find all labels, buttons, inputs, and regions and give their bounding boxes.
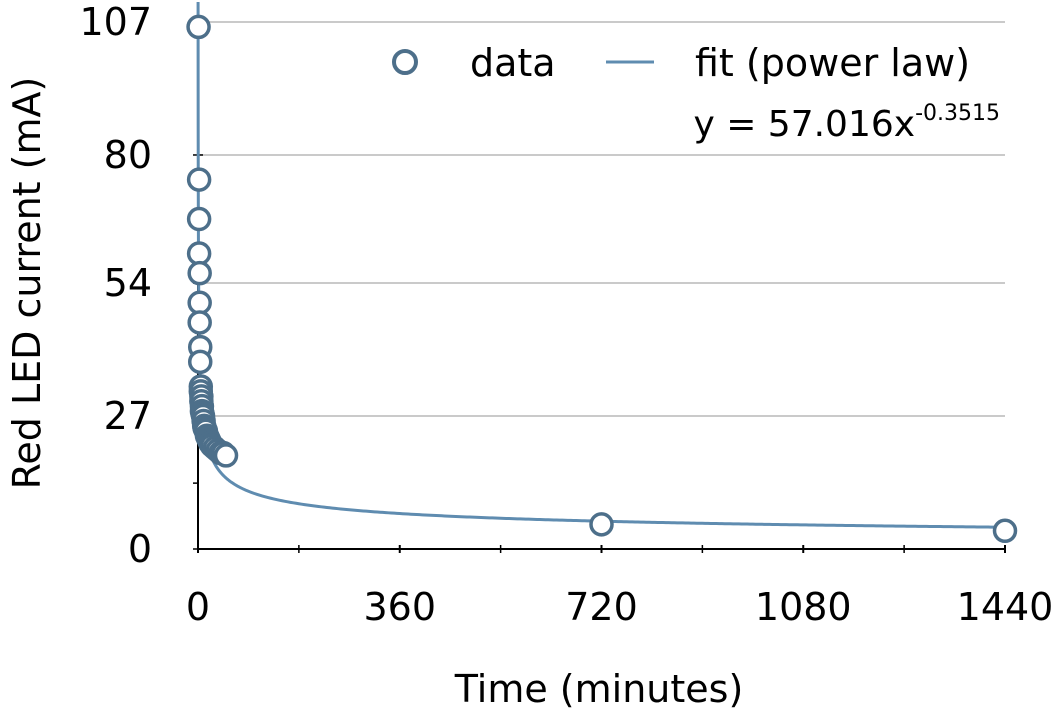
x-tick-label-1080: 1080 bbox=[755, 585, 852, 629]
gridlines bbox=[198, 21, 1005, 417]
x-axis-title: Time (minutes) bbox=[454, 667, 744, 711]
legend: data fit (power law) y = 57.016x-0.3515 bbox=[392, 41, 1000, 145]
fit-equation-base: y = 57.016x bbox=[693, 104, 915, 145]
data-point-32 bbox=[992, 518, 1018, 544]
data-point-4 bbox=[187, 260, 212, 286]
fit-equation-exponent: -0.3515 bbox=[915, 101, 1000, 126]
legend-fit-label: fit (power law) bbox=[695, 41, 970, 85]
data-points bbox=[186, 14, 1018, 544]
y-tick-label-27: 27 bbox=[104, 394, 152, 438]
axes bbox=[197, 22, 1005, 550]
data-point-30 bbox=[213, 443, 239, 468]
data-point-31 bbox=[589, 512, 614, 537]
legend-data-label: data bbox=[470, 41, 556, 85]
legend-data-marker bbox=[392, 49, 418, 75]
data-point-3 bbox=[186, 241, 212, 266]
data-point-5 bbox=[187, 290, 212, 315]
x-tick-label-0: 0 bbox=[186, 585, 210, 629]
y-tick-label-107: 107 bbox=[79, 0, 152, 44]
x-tick-label-720: 720 bbox=[565, 585, 638, 629]
x-tick-label-1440: 1440 bbox=[957, 585, 1054, 629]
data-point-6 bbox=[187, 310, 212, 335]
data-point-1 bbox=[186, 167, 212, 192]
x-tick-label-360: 360 bbox=[363, 585, 436, 629]
x-ticks: 0 360 720 1080 1440 bbox=[186, 545, 1053, 629]
y-tick-label-0: 0 bbox=[128, 527, 152, 571]
y-ticks: 0 27 54 80 107 bbox=[79, 0, 203, 571]
y-tick-label-80: 80 bbox=[104, 133, 152, 177]
data-point-0 bbox=[186, 14, 211, 40]
y-axis-title: Red LED current (mA) bbox=[5, 77, 49, 490]
fit-equation: y = 57.016x-0.3515 bbox=[693, 101, 1000, 145]
y-tick-label-54: 54 bbox=[104, 261, 152, 305]
data-point-8 bbox=[187, 349, 213, 375]
data-point-2 bbox=[186, 206, 212, 232]
